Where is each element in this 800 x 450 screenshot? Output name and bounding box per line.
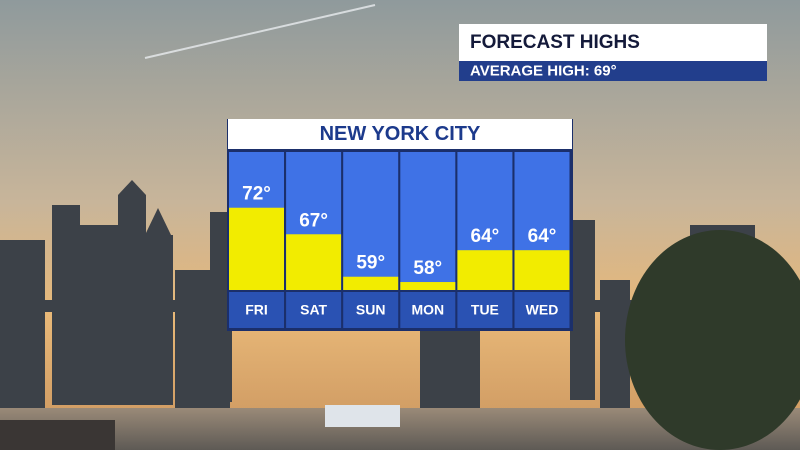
day-box	[286, 292, 342, 328]
header-title: FORECAST HIGHS	[470, 32, 640, 53]
day-box	[343, 292, 399, 328]
value-label: 64°	[471, 226, 500, 247]
bar	[514, 250, 570, 290]
bar	[343, 276, 399, 290]
chart-title-box	[228, 119, 572, 149]
day-box	[514, 292, 570, 328]
value-label: 72°	[242, 184, 271, 205]
value-label: 64°	[528, 226, 557, 247]
value-label: 58°	[413, 258, 442, 279]
chart-title: NEW YORK CITY	[320, 123, 481, 145]
day-box	[400, 292, 456, 328]
day-box	[457, 292, 513, 328]
header-subtitle: AVERAGE HIGH: 69°	[470, 62, 617, 79]
header-box	[459, 24, 767, 61]
header-band	[459, 61, 767, 81]
value-label: 67°	[299, 210, 328, 231]
x-tick-label: MON	[411, 302, 444, 318]
x-tick-label: WED	[526, 302, 559, 318]
x-tick-label: FRI	[245, 302, 268, 318]
day-box	[229, 292, 284, 328]
column-background	[343, 152, 399, 290]
x-tick-label: SUN	[356, 302, 386, 318]
x-tick-label: TUE	[471, 302, 499, 318]
value-label: 59°	[356, 253, 385, 274]
bar	[457, 250, 513, 290]
bar	[286, 234, 342, 290]
bar	[229, 207, 284, 290]
x-tick-label: SAT	[300, 302, 327, 318]
bar	[400, 282, 456, 290]
column-background	[400, 152, 456, 290]
